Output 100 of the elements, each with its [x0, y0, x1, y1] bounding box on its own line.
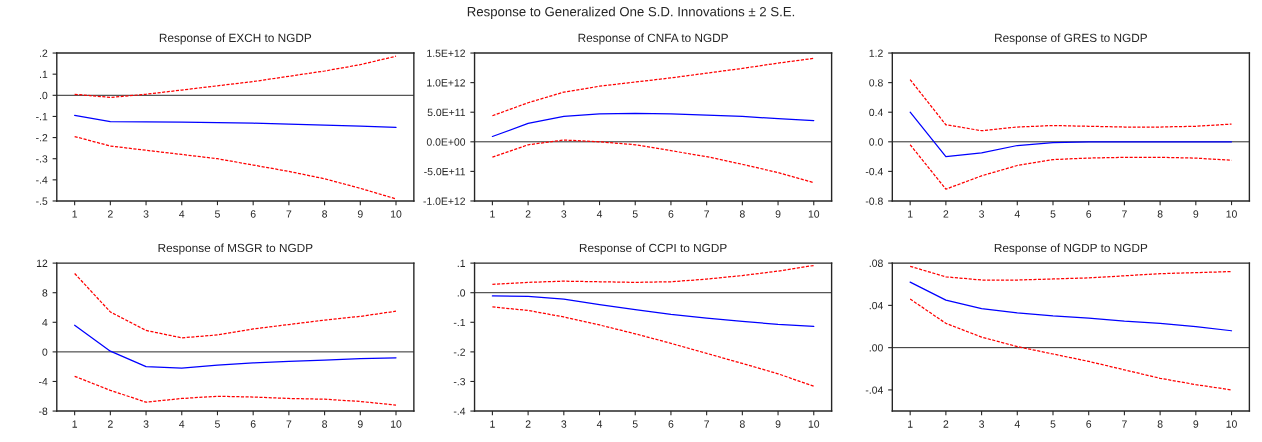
y-tick-label: -.2	[36, 134, 48, 142]
y-tick-label: -.4	[453, 407, 466, 415]
x-tick-label: 8	[739, 420, 745, 428]
y-tick-label: .0	[457, 289, 466, 297]
y-tick-label: 8	[42, 289, 48, 297]
x-tick-label: 2	[943, 210, 949, 218]
x-tick-label: 9	[775, 420, 781, 428]
y-tick-label: .08	[869, 259, 883, 267]
x-tick-label: 1	[908, 420, 913, 428]
x-tick-label: 8	[739, 210, 745, 218]
line-series	[74, 272, 397, 339]
line-series	[74, 114, 397, 129]
y-tick-label: -.5	[36, 197, 48, 205]
x-tick-label: 6	[668, 420, 674, 428]
chart-title: Response of EXCH to NGDP	[159, 33, 312, 45]
x-tick-label: 2	[525, 420, 531, 428]
y-tick-label: 1.0E+12	[427, 79, 465, 87]
x-tick-label: 6	[250, 210, 256, 218]
x-tick-label: 5	[1050, 420, 1056, 428]
y-tick-label: -5.0E+11	[424, 167, 466, 176]
line-series	[74, 55, 397, 99]
x-tick-label: 1	[72, 210, 78, 218]
line-series	[491, 139, 815, 184]
x-tick-label: 1	[72, 420, 78, 428]
x-tick-label: 2	[525, 210, 531, 218]
y-tick-label: 0.0E+00	[426, 138, 466, 146]
x-tick-label: 1	[908, 210, 913, 218]
x-tick-label: 5	[214, 210, 220, 218]
x-tick-label: 5	[632, 420, 638, 428]
line-series	[909, 298, 1233, 391]
y-tick-label: -.2	[453, 348, 465, 356]
y-tick-label: 1.5E+12	[427, 49, 465, 57]
y-tick-label: 12	[36, 259, 48, 267]
x-tick-label: 5	[214, 420, 220, 428]
y-tick-label: -.1	[453, 318, 466, 327]
x-tick-label: 4	[179, 210, 185, 218]
x-tick-label: 9	[1193, 210, 1199, 218]
y-tick-label: -.3	[453, 377, 466, 386]
y-tick-label: -.1	[36, 113, 48, 121]
line-series	[909, 144, 1233, 190]
y-tick-label: 5.0E+11	[427, 108, 466, 117]
line-series	[909, 281, 1233, 332]
x-tick-label: 8	[322, 210, 328, 218]
y-tick-label: -1.0E+12	[423, 197, 465, 205]
x-tick-label: 6	[250, 420, 256, 428]
x-tick-label: 6	[1086, 420, 1092, 428]
x-tick-label: 9	[1193, 420, 1199, 428]
line-series	[491, 264, 815, 286]
line-series	[491, 306, 815, 387]
x-tick-label: 5	[632, 210, 638, 218]
chart-title: Response of GRES to NGDP	[995, 33, 1147, 45]
y-tick-label: .1	[457, 259, 466, 267]
chart-title: Response of CNFA to NGDP	[578, 33, 728, 45]
x-tick-label: 3	[561, 210, 567, 218]
x-tick-label: 10	[808, 420, 820, 428]
line-series	[491, 112, 815, 138]
x-tick-label: 10	[808, 210, 820, 218]
y-tick-label: -.4	[36, 176, 48, 184]
y-tick-label: 0.8	[869, 79, 883, 87]
x-tick-label: 4	[596, 420, 603, 428]
x-tick-label: 9	[357, 210, 363, 218]
text: Response to Generalized One S.D. Innovations ± 2 S.E.	[467, 6, 795, 19]
y-tick-label: 0	[42, 348, 48, 356]
x-tick-label: 10	[1226, 420, 1237, 428]
x-tick-label: 5	[1050, 210, 1056, 218]
line-series	[74, 375, 397, 406]
x-tick-label: 3	[979, 420, 985, 428]
y-tick-label: .1	[40, 70, 48, 78]
x-tick-label: 2	[943, 420, 949, 428]
y-tick-label: .00	[869, 344, 883, 352]
x-tick-label: 4	[1014, 420, 1020, 428]
x-tick-label: 4	[1014, 210, 1020, 218]
x-tick-label: 1	[490, 210, 495, 218]
x-tick-label: 9	[775, 210, 781, 218]
y-tick-label: 0.4	[869, 108, 883, 117]
x-tick-label: 9	[357, 420, 363, 428]
y-tick-label: -4	[38, 378, 48, 386]
x-tick-label: 3	[979, 210, 985, 218]
y-tick-label: -0.4	[865, 167, 883, 176]
y-tick-label: .0	[40, 91, 48, 100]
x-tick-label: 3	[143, 210, 149, 218]
x-tick-label: 6	[668, 210, 674, 218]
x-tick-label: 4	[596, 210, 603, 218]
y-tick-label: .04	[869, 301, 883, 310]
line-series	[491, 57, 815, 117]
x-tick-label: 8	[1157, 210, 1163, 218]
x-tick-label: 2	[107, 420, 113, 428]
x-tick-label: 8	[322, 420, 328, 428]
line-series	[909, 79, 1233, 132]
x-tick-label: 7	[286, 420, 292, 428]
x-tick-label: 7	[1122, 420, 1127, 428]
y-tick-label: -.3	[36, 155, 48, 163]
x-tick-label: 7	[286, 210, 292, 218]
line-series	[74, 135, 397, 200]
y-tick-label: 1.2	[869, 49, 883, 57]
y-tick-label: -0.8	[865, 197, 883, 205]
line-series	[909, 111, 1233, 158]
chart-title: Response of MSGR to NGDP	[158, 243, 313, 255]
x-tick-label: 8	[1157, 420, 1163, 428]
x-tick-label: 3	[143, 420, 149, 428]
